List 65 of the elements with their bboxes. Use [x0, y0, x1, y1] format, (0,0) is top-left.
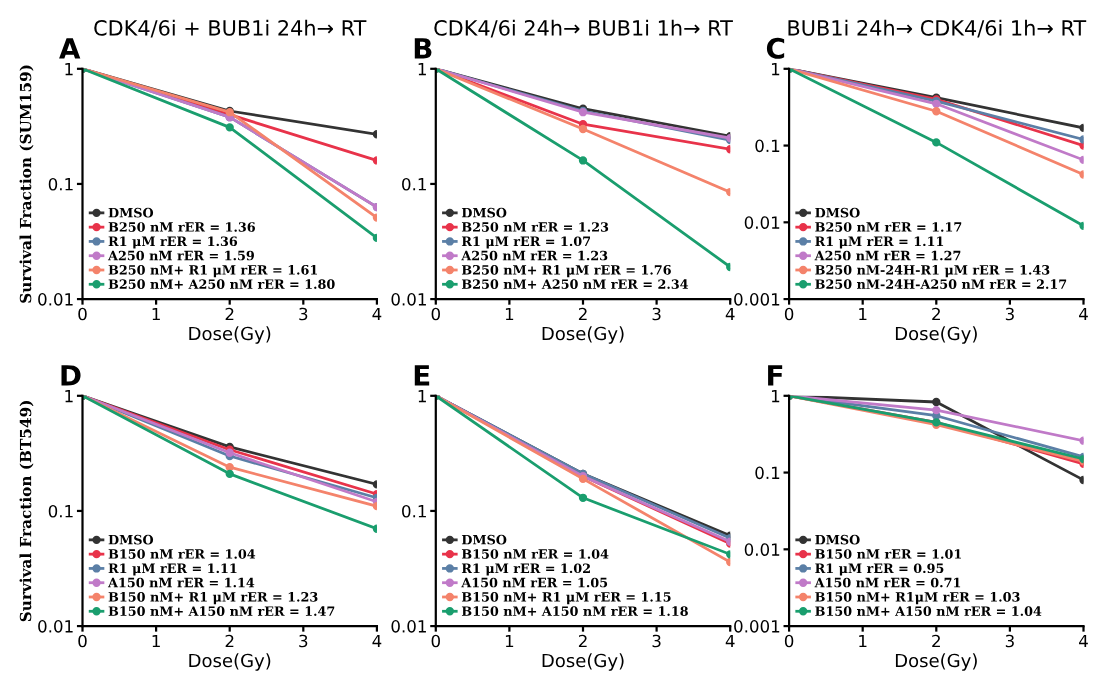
y-tick-label: 1	[65, 389, 73, 403]
y-tick-label: 1	[771, 389, 780, 403]
x-tick-label: 1	[859, 634, 867, 648]
x-tick-label: 2	[578, 307, 587, 321]
x-tick-label: 0	[78, 307, 87, 321]
x-tick-label: 3	[299, 634, 308, 648]
x-tick-label: 1	[152, 307, 160, 321]
y-tick-label: 0.001	[734, 293, 780, 306]
text: D	[61, 365, 81, 386]
x-tick-label: 3	[299, 307, 308, 321]
x-axis-title: Dose(Gy)	[895, 326, 977, 344]
x-axis-title: Dose(Gy)	[542, 326, 624, 344]
y-tick-label: 1	[771, 62, 780, 76]
chart-title: CDK4/6i 24h→ BUB1i 1h→ RT	[434, 19, 733, 38]
text: B	[414, 38, 432, 59]
y-tick-label: 0.01	[391, 620, 426, 633]
y-tick-label: 0.1	[755, 466, 780, 480]
x-tick-label: 4	[1079, 307, 1088, 321]
x-tick-label: 0	[784, 307, 794, 321]
x-tick-label: 3	[652, 307, 661, 321]
x-tick-label: 0	[78, 634, 87, 648]
y-tick-label: 0.001	[734, 620, 780, 633]
text: E	[414, 365, 430, 386]
chart-title: CDK4/6i + BUB1i 24h→ RT	[94, 19, 367, 38]
x-tick-label: 2	[932, 307, 940, 321]
x-tick-label: 4	[725, 634, 735, 648]
x-tick-label: 2	[225, 634, 234, 648]
y-tick-label: 0.1	[402, 177, 426, 191]
x-axis-title: Dose(Gy)	[895, 653, 977, 671]
text: C	[766, 37, 785, 59]
y-tick-label: 0.1	[48, 504, 73, 518]
x-tick-label: 1	[505, 307, 514, 321]
x-tick-label: 4	[372, 634, 382, 648]
x-tick-label: 3	[1005, 634, 1014, 648]
y-tick-label: 0.1	[48, 177, 73, 191]
x-tick-label: 3	[652, 634, 661, 648]
y-tick-label: 0.01	[744, 543, 780, 556]
y-tick-label: 0.1	[755, 139, 780, 153]
x-axis-title: Dose(Gy)	[189, 326, 271, 344]
y-tick-label: 0.01	[38, 620, 73, 633]
chart-title: BUB1i 24h→ CDK4/6i 1h→ RT	[788, 19, 1087, 38]
x-tick-label: 2	[225, 307, 234, 321]
x-axis-title: Dose(Gy)	[542, 653, 624, 671]
x-tick-label: 2	[578, 634, 587, 648]
y-tick-label: 0.01	[391, 293, 426, 306]
y-tick-label: 1	[65, 62, 73, 76]
x-tick-label: 2	[932, 634, 940, 648]
x-tick-label: 4	[725, 307, 735, 321]
x-tick-label: 4	[372, 307, 382, 321]
y-tick-label: 0.1	[402, 504, 426, 518]
y-tick-label: 1	[418, 62, 426, 76]
x-tick-label: 4	[1079, 634, 1088, 648]
x-tick-label: 0	[431, 634, 440, 648]
x-tick-label: 0	[431, 307, 440, 321]
y-tick-label: 0.01	[38, 293, 73, 306]
text: A	[59, 38, 81, 59]
text: F	[768, 365, 783, 386]
x-tick-label: 1	[859, 307, 867, 321]
x-axis-title: Dose(Gy)	[189, 653, 271, 671]
x-tick-label: 1	[152, 634, 160, 648]
x-tick-label: 3	[1005, 307, 1014, 321]
y-tick-label: 0.01	[744, 216, 780, 229]
x-tick-label: 1	[505, 634, 514, 648]
x-tick-label: 0	[784, 634, 794, 648]
y-tick-label: 1	[418, 389, 426, 403]
